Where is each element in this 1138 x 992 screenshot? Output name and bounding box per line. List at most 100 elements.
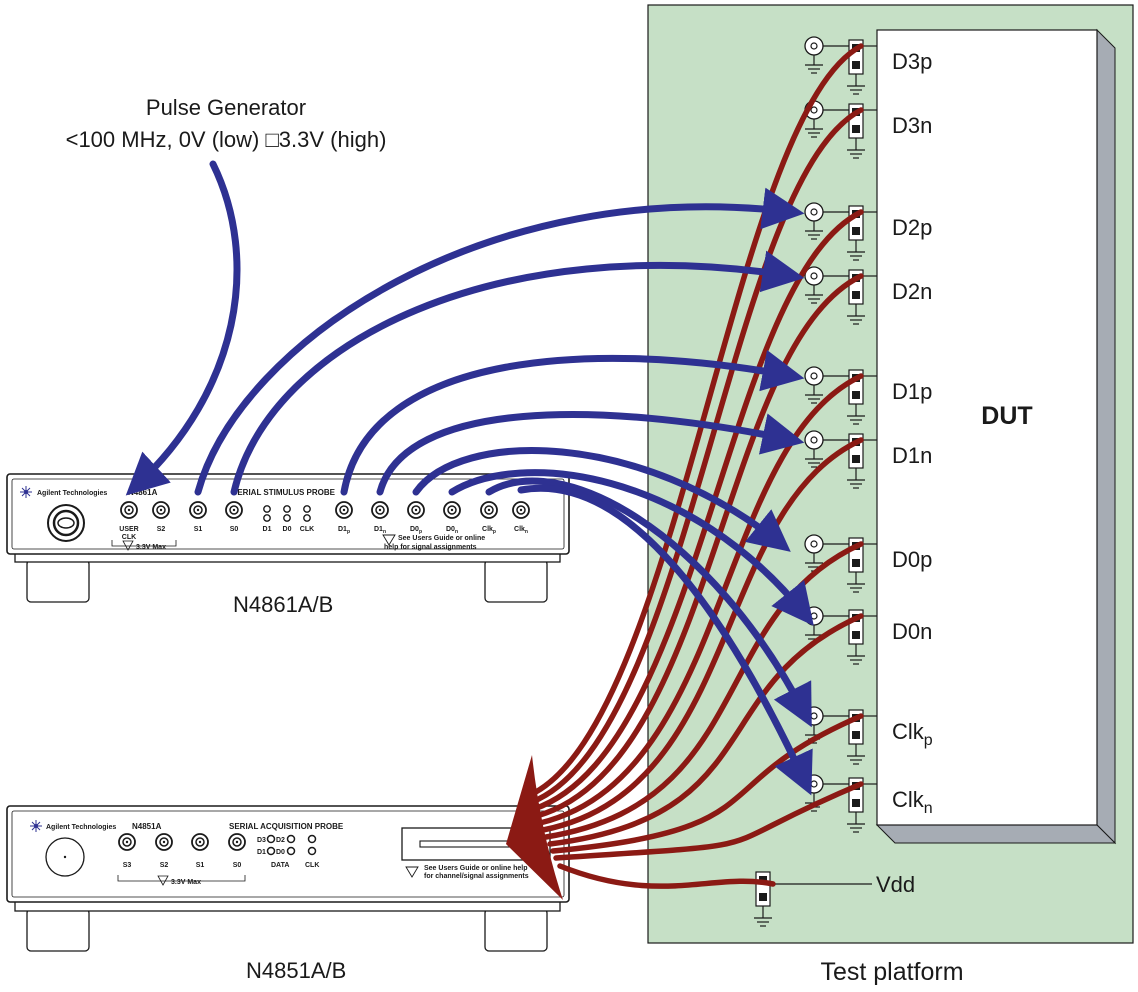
stimulus-probe-power-knob[interactable]	[47, 504, 85, 542]
vdd-label: Vdd	[876, 872, 915, 897]
pin-label-clkp: Clkp	[892, 719, 933, 749]
stimulus-probe-max-voltage: 3.3V Max	[136, 544, 166, 551]
stimulus-cable-pulse-generator	[125, 160, 241, 496]
stimulus-port-s2[interactable]: S2	[152, 501, 170, 533]
acquisition-probe-note-line1: See Users Guide or online help	[424, 865, 527, 872]
stimulus-probe-voltage-bracket	[111, 540, 177, 551]
stimulus-port-d1p[interactable]: D1p	[335, 501, 353, 535]
stimulus-port-label-clkp: Clkp	[482, 526, 496, 535]
acquisition-probe-data-leds	[266, 834, 317, 856]
stimulus-cable-d0p-to-d0p	[412, 447, 791, 552]
stimulus-port-s1[interactable]: S1	[189, 501, 207, 533]
acquisition-probe-voltage-bracket	[117, 875, 246, 886]
pin-label-d0n: D0n	[892, 619, 932, 644]
pin-label-d1n: D1n	[892, 443, 932, 468]
stimulus-port-d0n[interactable]: D0n	[443, 501, 461, 535]
acquisition-probe-power-knob[interactable]	[45, 837, 85, 877]
stimulus-port-label-clkn: Clkn	[514, 526, 528, 535]
stimulus-cable-clkp-to-clkp	[485, 477, 812, 728]
acquisition-probe-caption: N4851A/B	[246, 958, 346, 983]
stimulus-probe-warning-icon	[382, 534, 396, 546]
pin-label-d2p: D2p	[892, 215, 932, 240]
stimulus-probe-note-line2: help for signal assignments	[384, 544, 477, 551]
acquisition-cable-d1n	[540, 437, 864, 833]
stimulus-port-label-d1n: D1n	[374, 526, 386, 535]
pulse-generator-title: Pulse Generator	[146, 95, 306, 120]
acquisition-port-label-s1: S1	[196, 862, 205, 869]
acquisition-cable-clkp	[550, 713, 864, 854]
acquisition-probe-product-name: SERIAL ACQUISITION PROBE	[229, 822, 344, 831]
dut-pin-connectors	[804, 36, 877, 833]
stimulus-cable-s0-to-d2n	[230, 250, 805, 496]
stimulus-cable-s1-to-d2p	[194, 187, 805, 496]
acquisition-port-s1[interactable]: S1	[191, 833, 209, 869]
dut-label: DUT	[981, 402, 1032, 430]
acquisition-cable-d1p	[537, 373, 864, 826]
stimulus-probe-logo-icon	[20, 486, 32, 498]
acquisition-clk-caption: CLK	[305, 862, 319, 869]
stimulus-cable-d1n-to-d1n	[376, 411, 805, 496]
acquisition-cable-fan-head	[506, 755, 563, 900]
acquisition-cable-d2p	[531, 209, 864, 812]
acquisition-probe-max-voltage: 3.3V Max	[171, 879, 201, 886]
stimulus-port-label-d0n: D0n	[446, 526, 458, 535]
dut-block	[875, 28, 1117, 845]
acquisition-led-d2: D2	[276, 837, 285, 844]
acquisition-port-s2[interactable]: S2	[155, 833, 173, 869]
stimulus-led-d0: D0	[283, 505, 292, 533]
acquisition-cables	[527, 43, 864, 889]
acquisition-led-d1: D1	[257, 849, 266, 856]
stimulus-probe-note-line1: See Users Guide or online	[398, 535, 485, 542]
stimulus-port-d0p[interactable]: D0p	[407, 501, 425, 535]
pin-label-d1p: D1p	[892, 379, 932, 404]
acquisition-cable-d0p	[543, 541, 864, 840]
stimulus-port-label-s2: S2	[157, 526, 166, 533]
stimulus-port-label-user-clk: USER	[119, 526, 138, 533]
acquisition-led-d3: D3	[257, 837, 266, 844]
pin-label-d2n: D2n	[892, 279, 932, 304]
stimulus-cables	[125, 160, 814, 796]
stimulus-cable-clkn-to-clkn	[517, 484, 813, 796]
stimulus-port-label-d1p: D1p	[338, 526, 350, 535]
pin-label-d3p: D3p	[892, 49, 932, 74]
acquisition-probe-warning-icon	[405, 866, 419, 878]
acquisition-probe-vendor: Agilent Technologies	[46, 824, 116, 831]
stimulus-probe-vendor: Agilent Technologies	[37, 490, 107, 497]
stimulus-led-d1: D1	[263, 505, 272, 533]
test-platform-caption: Test platform	[820, 958, 963, 986]
stimulus-probe-caption: N4861A/B	[233, 592, 333, 617]
acquisition-cable-clkn	[553, 781, 864, 861]
stimulus-port-d1n[interactable]: D1n	[371, 501, 389, 535]
dut-pin-labels: D3p D3n D2p D2n D1p D1n D0p D0n Clkp Clkn	[892, 49, 933, 817]
acquisition-port-s3[interactable]: S3	[118, 833, 136, 869]
acquisition-cable-d2n	[534, 273, 864, 819]
stimulus-port-clkp[interactable]: Clkp	[480, 501, 498, 535]
acquisition-port-s0[interactable]: S0	[228, 833, 246, 869]
stimulus-cable-d1p-to-d1p	[340, 349, 805, 496]
acquisition-probe-logo-icon	[30, 820, 42, 832]
acquisition-cable-d3n	[529, 107, 864, 805]
acquisition-probe-model: N4851A	[132, 822, 162, 831]
pin-label-d3n: D3n	[892, 113, 932, 138]
stimulus-led-label-clk: CLK	[300, 526, 314, 533]
stimulus-port-label2-user-clk: CLK	[122, 534, 136, 541]
acquisition-led-d0: D0	[276, 849, 285, 856]
stimulus-port-clkn[interactable]: Clkn	[512, 501, 530, 535]
stimulus-port-s0[interactable]: S0	[225, 501, 243, 533]
stimulus-led-label-d1: D1	[263, 526, 272, 533]
stimulus-port-label-s1: S1	[194, 526, 203, 533]
acquisition-cable-vdd	[557, 863, 776, 889]
acquisition-cable-d0n	[547, 613, 864, 847]
acquisition-probe-note-line2: for channel/signal assignments	[424, 873, 529, 880]
acquisition-probe-ports: S3 S2 S1 S0	[118, 833, 246, 869]
stimulus-probe-product-name: SERIAL STIMULUS PROBE	[232, 488, 336, 497]
stimulus-cable-d0n-to-d0n	[448, 469, 814, 626]
pin-connector-d1p	[804, 366, 877, 425]
acquisition-port-label-s2: S2	[160, 862, 169, 869]
pulse-generator-spec: <100 MHz, 0V (low) □3.3V (high)	[66, 127, 387, 152]
acquisition-port-label-s0: S0	[233, 862, 242, 869]
